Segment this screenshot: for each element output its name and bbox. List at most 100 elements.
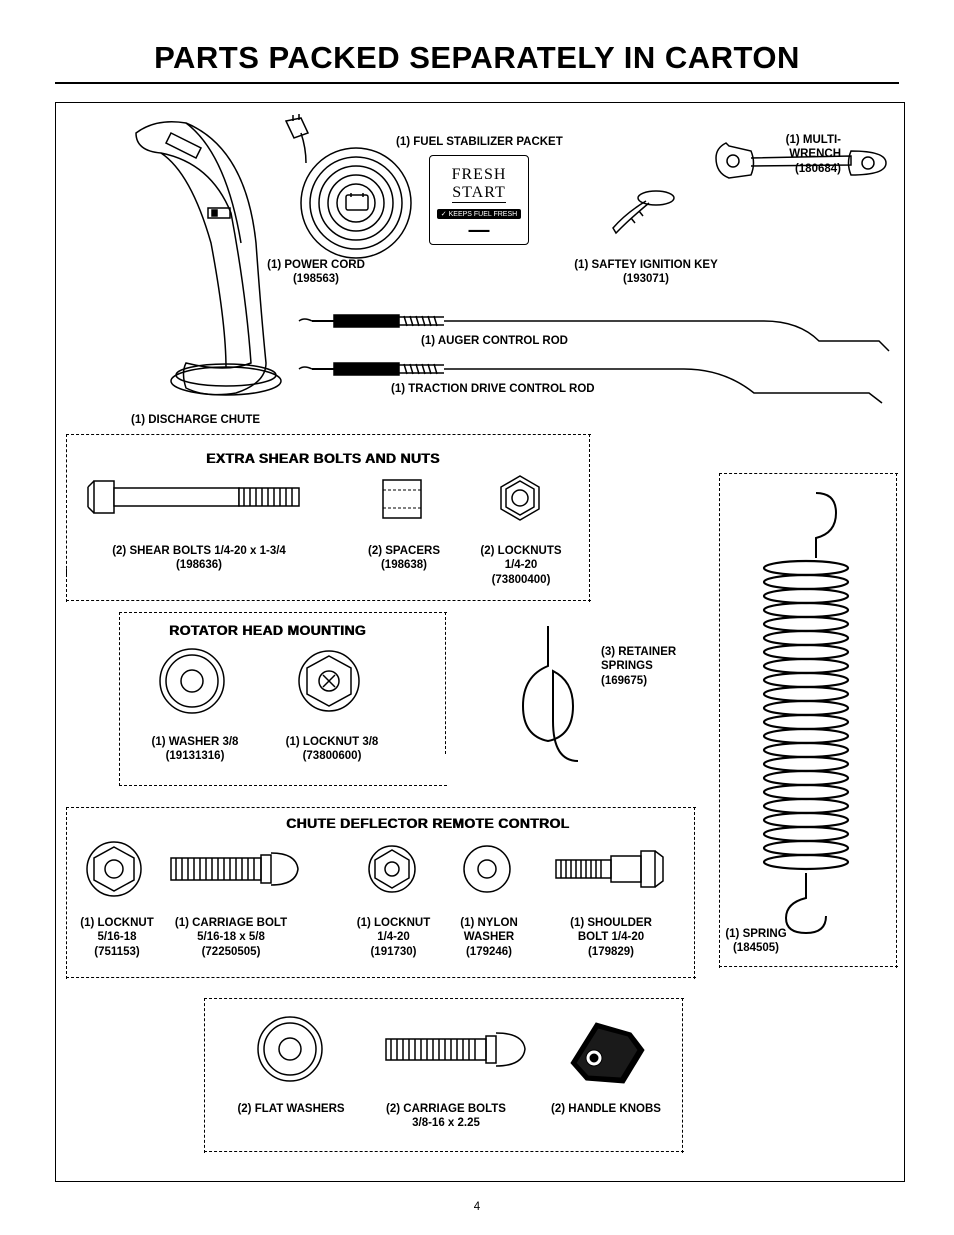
washer-38-icon [156,645,228,717]
dash [719,473,720,968]
text: (179829) [588,946,634,958]
text: (169675) [601,675,647,687]
dash [66,600,591,601]
dash [445,612,446,754]
shoulder-bolt-icon [551,845,681,893]
text: (2) SHEAR BOLTS 1/4-20 x 1-3/4 [112,545,286,557]
shoulder-bolt-label: (1) SHOULDER BOLT 1/4-20 (179829) [561,916,661,959]
spacer-label: (2) SPACERS (198638) [354,544,454,573]
dash [204,998,684,999]
carriage-bolt-516-label: (1) CARRIAGE BOLT 5/16-18 x 5/8 (7225050… [166,916,296,959]
manual-page: PARTS PACKED SEPARATELY IN CARTON (1) DI… [0,0,954,1235]
auger-rod-label: (1) AUGER CONTROL ROD [421,334,621,348]
dash [719,473,898,474]
rotator-heading: ROTATOR HEAD MOUNTING [169,622,366,638]
shear-bolt-icon [86,471,311,526]
locknut-38-label: (1) LOCKNUT 3/8 (73800600) [277,735,387,764]
power-cord-label: (1) POWER CORD (198563) [251,258,381,287]
shear-bolt-label: (2) SHEAR BOLTS 1/4-20 x 1-3/4 (198636) [94,544,304,573]
discharge-chute-label: (1) DISCHARGE CHUTE [131,413,291,427]
text: 1/4-20 [377,931,410,943]
page-number: 4 [474,1201,480,1213]
text: (1) WASHER 3/8 [152,736,239,748]
text: BOLT 1/4-20 [578,931,644,943]
handle-knob-label: (2) HANDLE KNOBS [536,1102,676,1116]
text: (1) LOCKNUT [357,917,430,929]
text: (198636) [176,559,222,571]
locknut-516-label: (1) LOCKNUT 5/16-18 (751153) [72,916,162,959]
text: 5/16-18 x 5/8 [197,931,265,943]
text: FRESH [430,166,528,184]
dash [682,998,683,1153]
text: (1) SAFTEY IGNITION KEY [574,259,718,271]
retainer-spring-icon [503,621,593,771]
locknut-38-icon [296,648,362,714]
text: (1) MULTI- [786,134,841,146]
text: 3/8-16 x 2.25 [412,1117,480,1129]
locknut-516-icon [84,839,144,899]
flat-washer-icon [254,1013,326,1085]
text: (1) LOCKNUT 3/8 [286,736,379,748]
carriage-bolt-38-icon [381,1027,531,1072]
text: (198638) [381,559,427,571]
dash [66,569,67,602]
text: (198563) [293,273,339,285]
text: (2) LOCKNUTS [480,545,561,557]
fresh-start-packet-icon: FRESH START ✓ KEEPS FUEL FRESH ▬▬▬ [429,155,529,245]
multi-wrench-label: (1) MULTI- WRENCH (180684) [761,133,841,176]
fuel-stabilizer-label: (1) FUEL STABILIZER PACKET [396,135,606,149]
text: (1) CARRIAGE BOLT [175,917,287,929]
spring-label: (1) SPRING (184505) [706,927,806,956]
text: (2) SPACERS [368,545,440,557]
text: SPRINGS [601,660,653,672]
retainer-label: (3) RETAINER SPRINGS (169675) [601,645,701,688]
handle-knob-icon [556,1008,651,1093]
dash [589,434,590,602]
spacer-icon [378,475,426,523]
nylon-washer-label: (1) NYLON WASHER (179246) [449,916,529,959]
parts-diagram-canvas: (1) DISCHARGE CHUTE (1) POWER CORD ( [55,102,905,1182]
text: (73800600) [303,750,362,762]
text: (3) RETAINER [601,646,676,658]
dash [719,966,898,967]
dash [66,807,696,808]
dash [66,434,591,435]
spring-icon [741,488,871,938]
locknut-2-icon [494,472,546,524]
text: ✓ KEEPS FUEL FRESH [437,209,521,219]
nylon-washer-icon [461,843,513,895]
dash [66,977,696,978]
flat-washer-label: (2) FLAT WASHERS [221,1102,361,1116]
text: START [452,184,505,203]
text: (1) SHOULDER [570,917,652,929]
text: (73800400) [492,574,551,586]
text: (1) LOCKNUT [80,917,153,929]
text: (19131316) [166,750,225,762]
text: (180684) [795,163,841,175]
text: (179246) [466,946,512,958]
text: (184505) [733,942,779,954]
text: (751153) [94,946,139,958]
page-title: PARTS PACKED SEPARATELY IN CARTON [55,40,899,84]
dash [66,807,67,979]
text: WRENCH [789,148,841,160]
locknut-2-label: (2) LOCKNUTS 1/4-20 (73800400) [471,544,571,587]
locknut-14-label: (1) LOCKNUT 1/4-20 (191730) [346,916,441,959]
text: (1) POWER CORD [267,259,365,271]
dash [204,998,205,1153]
dash [66,434,67,574]
safety-key-icon [601,183,681,243]
traction-rod-icon [294,351,899,406]
text: (191730) [370,946,416,958]
locknut-14-icon [366,843,418,895]
dash [896,473,897,968]
text: (1) NYLON [460,917,518,929]
text: (1) SPRING [725,928,786,940]
safety-key-label: (1) SAFTEY IGNITION KEY (193071) [561,258,731,287]
dash [694,807,695,979]
text: (72250505) [202,946,261,958]
washer-38-label: (1) WASHER 3/8 (19131316) [140,735,250,764]
dash [204,1151,684,1152]
text: 5/16-18 [97,931,136,943]
text: (2) CARRIAGE BOLTS [386,1103,506,1115]
